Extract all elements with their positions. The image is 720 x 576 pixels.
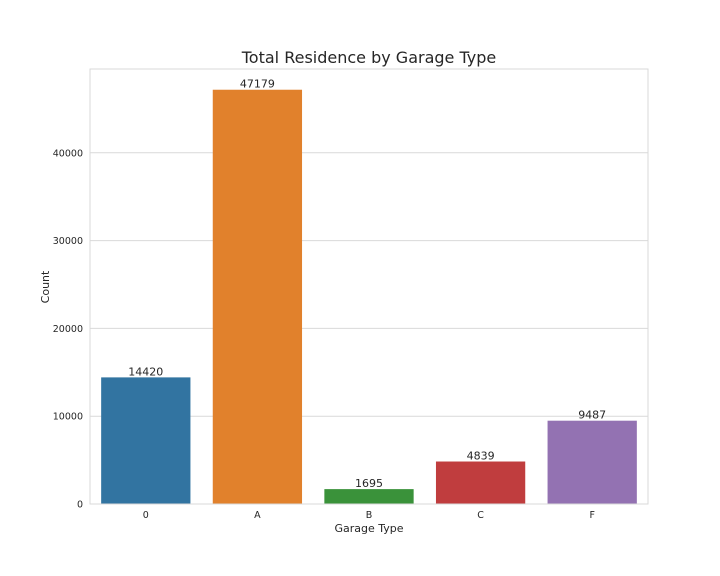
y-tick-label: 30000 xyxy=(53,236,83,247)
x-tick-label: F xyxy=(589,510,594,521)
bar-F xyxy=(547,420,637,504)
x-tick-label: B xyxy=(366,510,373,521)
bar-value-label: 14420 xyxy=(128,365,163,378)
bars xyxy=(101,89,637,504)
plot-frame xyxy=(89,68,649,505)
bar-value-label: 4839 xyxy=(467,450,495,463)
bar-C xyxy=(435,461,526,504)
bar-value-labels: 14420 47179 1695 4839 9487 xyxy=(128,78,606,490)
y-tick-label: 0 xyxy=(77,500,83,511)
x-tick-label: A xyxy=(254,510,261,521)
y-axis-label: Count xyxy=(39,270,52,303)
bar-value-label: 9487 xyxy=(578,409,606,422)
bar-A xyxy=(212,89,303,504)
bar-B xyxy=(324,489,414,504)
x-ticks: 0 A B C F xyxy=(143,510,595,521)
y-ticks: 0 10000 20000 30000 40000 xyxy=(53,148,83,510)
gridlines xyxy=(90,152,648,417)
x-tick-label: C xyxy=(477,510,484,521)
y-tick-label: 10000 xyxy=(53,412,83,423)
bar-value-label: 1695 xyxy=(355,477,383,490)
y-tick-label: 20000 xyxy=(53,324,83,335)
x-tick-label: 0 xyxy=(143,510,149,521)
bar-0 xyxy=(101,377,191,504)
bar-value-label: 47179 xyxy=(240,78,275,91)
y-tick-label: 40000 xyxy=(53,148,83,159)
x-axis-label: Garage Type xyxy=(334,522,403,535)
chart-title: Total Residence by Garage Type xyxy=(241,48,496,67)
